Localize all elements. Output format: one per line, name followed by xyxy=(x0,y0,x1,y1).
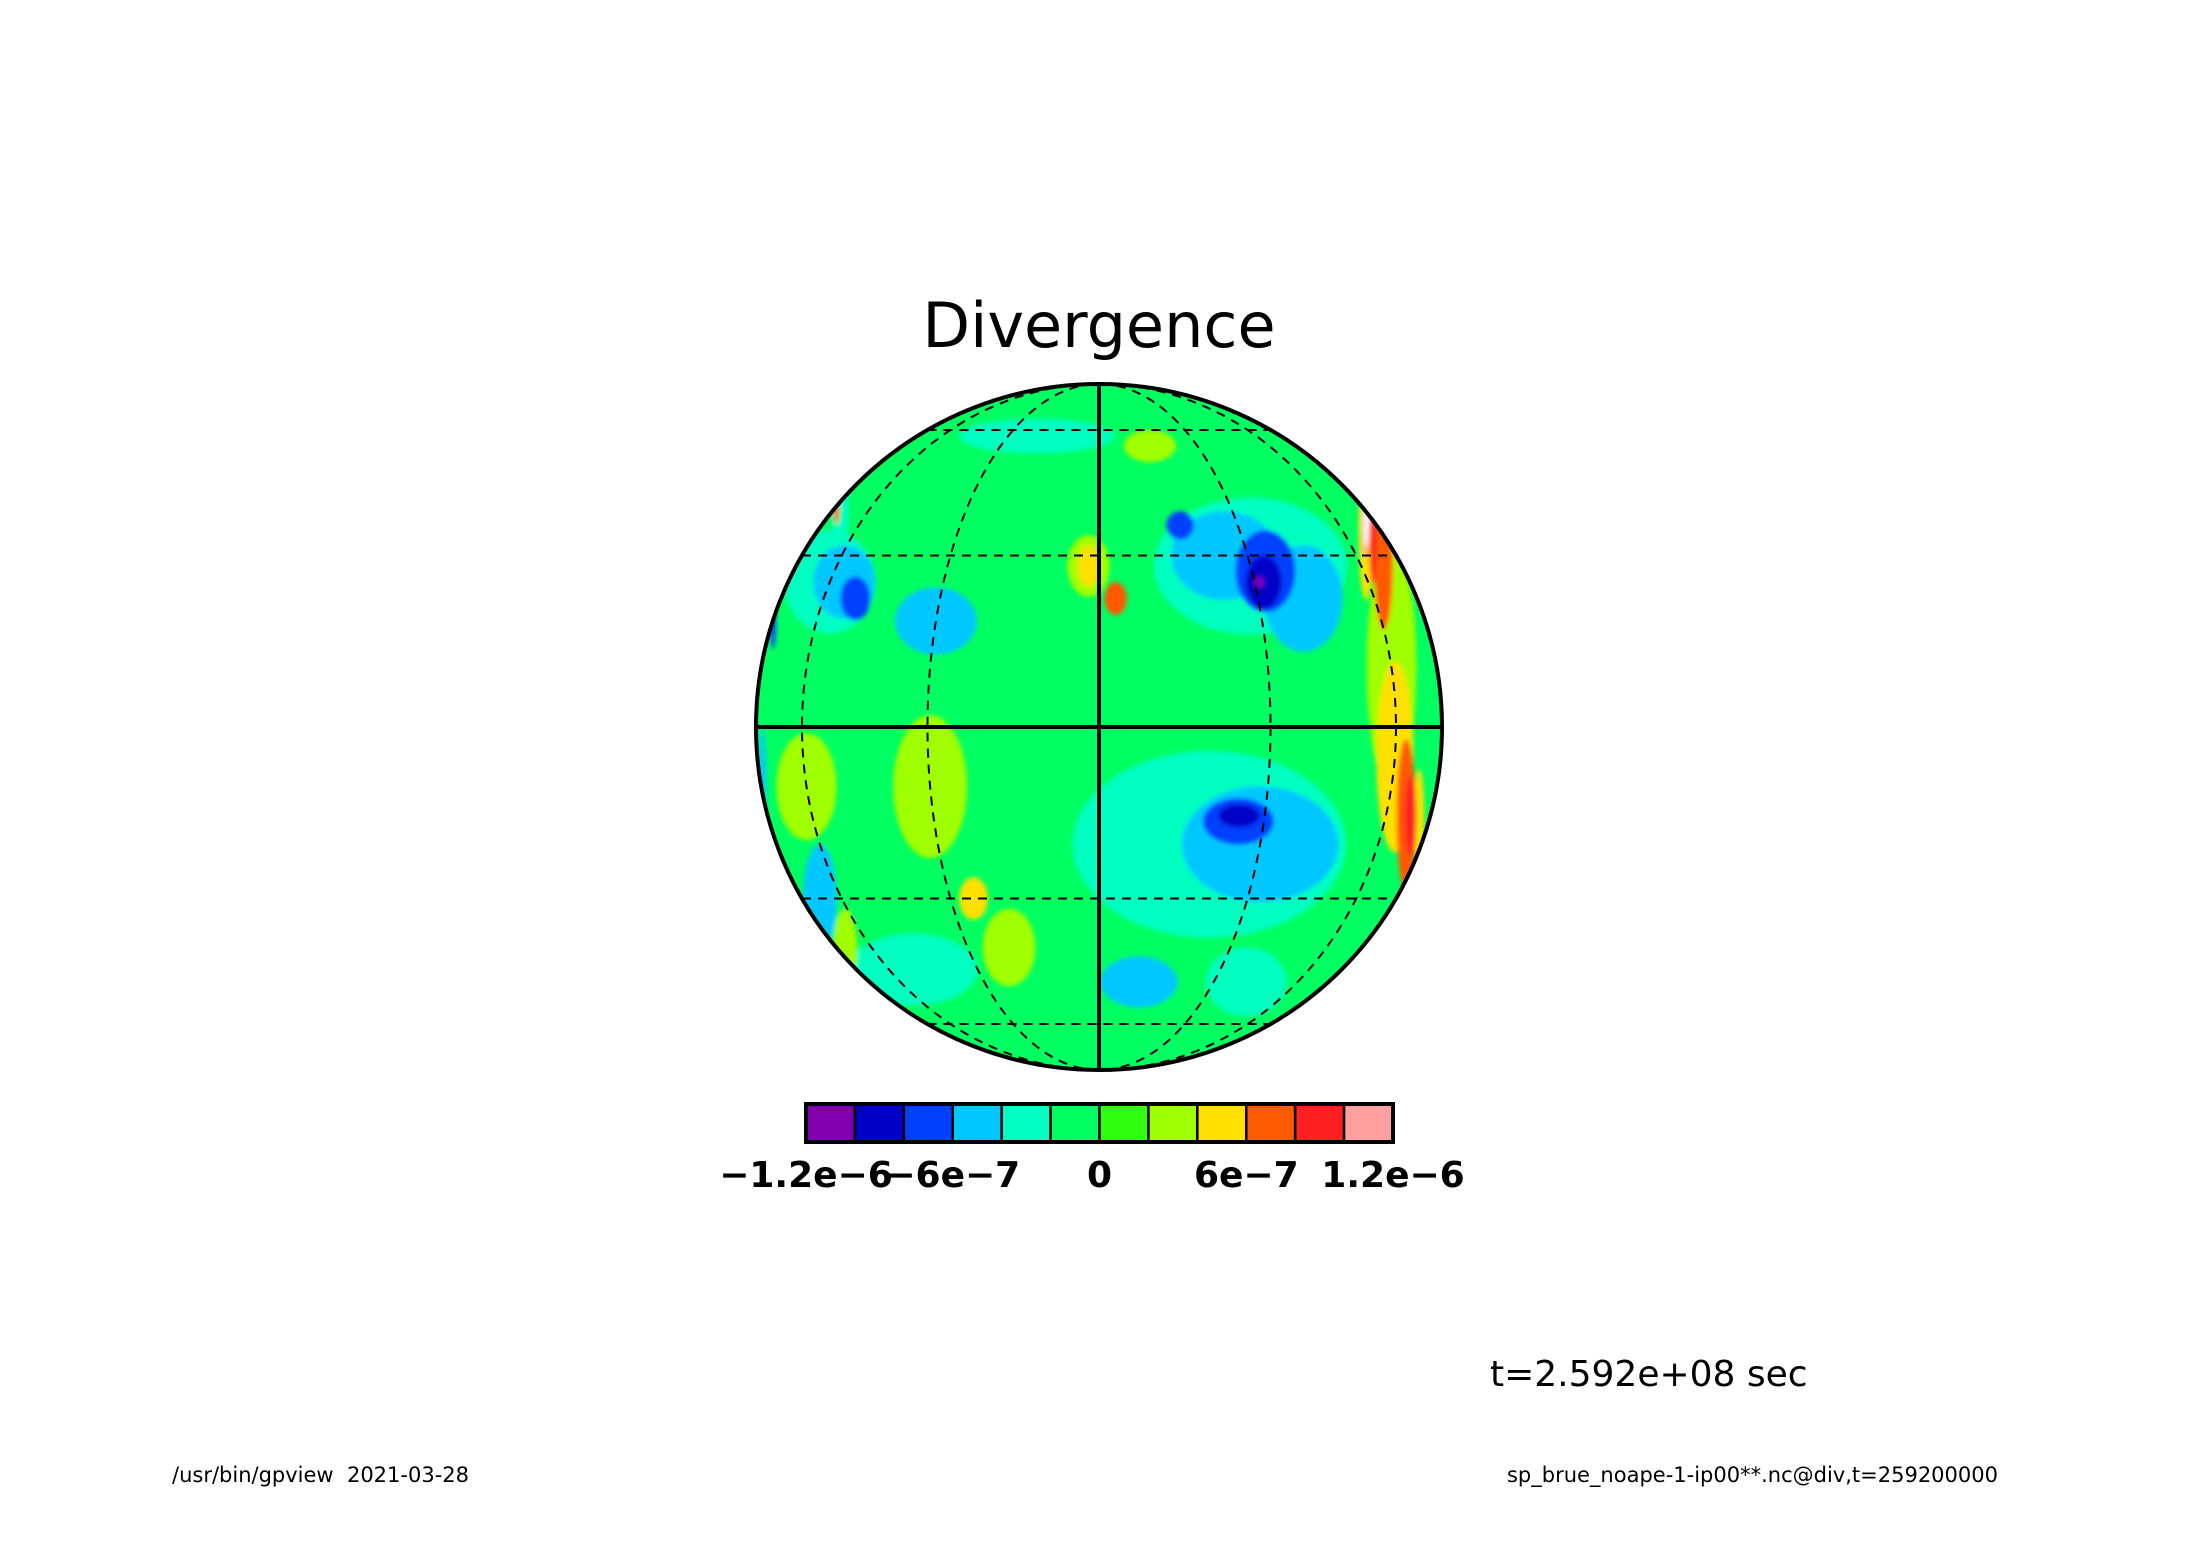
field-lime-patch xyxy=(1123,429,1176,463)
colorbar-tick-label: 1.2e−6 xyxy=(1321,1155,1464,1196)
field-cyan-patch xyxy=(958,418,1115,454)
colorbar-swatch xyxy=(1000,1102,1052,1144)
colorbar-tick-label: −1.2e−6 xyxy=(719,1155,893,1196)
globe-outline xyxy=(754,382,1444,1072)
field-deepblue-patch xyxy=(1166,511,1194,540)
colorbar xyxy=(804,1102,1395,1144)
colorbar-swatch xyxy=(1098,1102,1150,1144)
field-lime-patch xyxy=(982,908,1036,987)
field-red-patch xyxy=(1404,774,1416,857)
field-orange-patch xyxy=(1374,502,1393,630)
colorbar-swatch xyxy=(1147,1102,1199,1144)
globe-map xyxy=(754,382,1444,1072)
plot-title: Divergence xyxy=(922,289,1275,362)
colorbar-swatch xyxy=(951,1102,1003,1144)
colorbar-tick-label: 0 xyxy=(1087,1155,1112,1196)
field-yellow-patch xyxy=(959,877,988,920)
field-blue-patch xyxy=(1100,956,1178,1008)
colorbar-swatch xyxy=(1196,1102,1248,1144)
field-cyan-patch xyxy=(848,933,978,1006)
footer-left-text: /usr/bin/gpview 2021-03-28 xyxy=(172,1463,469,1487)
field-navy-patch xyxy=(1218,804,1260,828)
field-purple-patch xyxy=(1254,576,1264,588)
colorbar-swatch xyxy=(804,1102,857,1144)
field-yellow-patch xyxy=(1077,545,1099,587)
footer-right-text: sp_brue_noape-1-ip00**.nc@div,t=25920000… xyxy=(1507,1463,1998,1488)
field-cyan-patch xyxy=(1206,947,1287,1017)
colorbar-tick-label: −6e−7 xyxy=(885,1155,1020,1196)
field-red-patch xyxy=(1369,476,1377,585)
field-deepblue-patch xyxy=(840,576,871,621)
colorbar-tick-label: 6e−7 xyxy=(1194,1155,1299,1196)
colorbar-swatch xyxy=(1245,1102,1297,1144)
colorbar-swatch xyxy=(1049,1102,1101,1144)
colorbar-frame xyxy=(804,1102,1395,1144)
colorbar-tick-labels: −1.2e−6−6e−7 0 6e−7 1.2e−6 xyxy=(719,1155,1464,1196)
field-orange-patch xyxy=(1104,582,1127,615)
colorbar-swatch xyxy=(1342,1102,1395,1144)
time-label: t=2.592e+08 sec xyxy=(1490,1354,1808,1395)
colorbar-swatch xyxy=(902,1102,955,1144)
colorbar-swatch xyxy=(1293,1102,1346,1144)
colorbar-swatch xyxy=(853,1102,906,1144)
